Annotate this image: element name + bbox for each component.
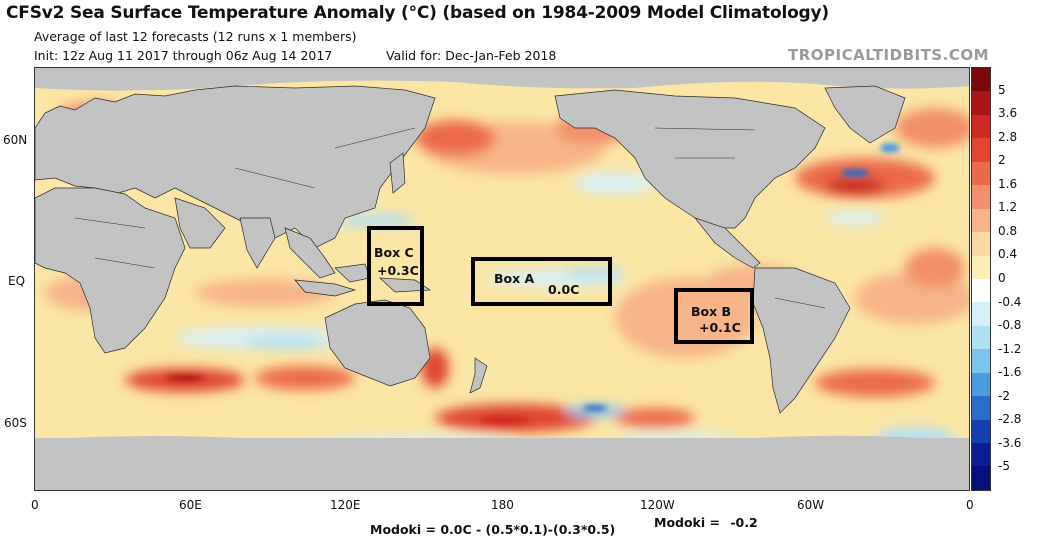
eurasia-land <box>35 85 436 249</box>
new-guinea-land <box>379 277 432 293</box>
init-time: Init: 12z Aug 11 2017 through 06z Aug 14… <box>34 48 333 63</box>
colorbar-segment <box>972 419 990 443</box>
africa-land <box>35 187 186 354</box>
colorbar-segment <box>972 302 990 326</box>
box-c-name: Box C <box>374 245 414 260</box>
lat-label-60n: 60N <box>3 133 28 147</box>
south-america-land <box>752 267 851 414</box>
colorbar-segment <box>972 138 990 162</box>
colorbar-segment <box>972 232 990 256</box>
map-title: CFSv2 Sea Surface Temperature Anomaly (°… <box>6 3 829 23</box>
arctic-land <box>35 68 969 91</box>
southeast-asia-land <box>284 227 336 279</box>
lat-label-eq: EQ <box>8 274 26 288</box>
colorbar-tick-label: -2.8 <box>998 412 1022 427</box>
box-a-frame <box>471 257 612 306</box>
colorbar-segment <box>972 466 990 490</box>
map-subtitle: Average of last 12 forecasts (12 runs x … <box>34 29 357 44</box>
colorbar-segment <box>972 372 990 397</box>
watermark: TROPICALTIDBITS.COM <box>788 46 989 64</box>
box-c-value: +0.3C <box>377 263 419 278</box>
central-america-land <box>693 217 761 269</box>
colorbar-tick-label: -2 <box>998 388 1010 403</box>
greenland-land <box>824 85 906 144</box>
new-zealand-land <box>469 357 488 394</box>
lon-label-0-right: 0 <box>966 498 974 512</box>
box-c-frame <box>367 226 424 306</box>
box-b-frame <box>674 288 754 344</box>
modoki-result-label: Modoki = <box>654 515 720 530</box>
colorbar-tick-label: 2 <box>998 153 1006 168</box>
arabia-land <box>174 197 226 249</box>
colorbar-segment <box>972 443 990 467</box>
colorbar-tick-label: 0.8 <box>998 223 1018 238</box>
colorbar-tick-label: 0 <box>998 271 1006 285</box>
lon-label-60e: 60E <box>179 498 202 512</box>
colorbar-tick-label: 5 <box>998 82 1006 97</box>
colorbar-tick-label: 0.4 <box>998 247 1018 262</box>
colorbar-tick-label: 1.6 <box>998 176 1018 191</box>
colorbar-tick-label: -0.4 <box>998 294 1022 309</box>
colorbar-segment <box>972 185 990 209</box>
lat-label-60s: 60S <box>4 416 27 430</box>
valid-period: Valid for: Dec-Jan-Feb 2018 <box>386 48 557 63</box>
colorbar-tick-label: -1.6 <box>998 365 1022 380</box>
box-b-value: +0.1C <box>699 320 741 335</box>
north-america-land <box>554 89 826 229</box>
box-a-name: Box A <box>494 271 535 286</box>
map-canvas <box>35 68 969 490</box>
colorbar-tick-label: 2.8 <box>998 129 1018 144</box>
modoki-result: Modoki = -0.2 <box>654 515 758 530</box>
colorbar-tick-label: -5 <box>998 459 1010 474</box>
colorbar-segment <box>972 91 990 115</box>
lon-label-120w: 120W <box>640 498 675 512</box>
colorbar <box>971 67 991 491</box>
sst-anomaly-map <box>34 67 970 491</box>
lon-label-120e: 120E <box>330 498 361 512</box>
colorbar-segment <box>972 208 990 233</box>
colorbar-segment <box>972 68 990 92</box>
colorbar-tick-label: -1.2 <box>998 341 1022 356</box>
colorbar-segment <box>972 161 990 186</box>
colorbar-segment <box>972 396 990 420</box>
australia-land <box>324 299 431 387</box>
colorbar-segment <box>972 325 990 350</box>
box-b-name: Box B <box>691 304 732 319</box>
colorbar-tick-label: -3.6 <box>998 435 1022 450</box>
modoki-formula: Modoki = 0.0C - (0.5*0.1)-(0.3*0.5) <box>370 522 616 537</box>
colorbar-tick-label: -0.8 <box>998 318 1022 333</box>
india-land <box>239 217 276 269</box>
colorbar-tick-label: 1.2 <box>998 200 1018 215</box>
lon-label-180: 180 <box>491 498 514 512</box>
colorbar-segment <box>972 349 990 373</box>
colorbar-segment <box>972 114 990 139</box>
box-a-value: 0.0C <box>548 282 580 297</box>
colorbar-segment <box>972 255 990 279</box>
japan-land <box>389 152 406 194</box>
colorbar-tick-label: 3.6 <box>998 106 1018 121</box>
colorbar-segment <box>972 278 990 303</box>
lon-label-0: 0 <box>31 498 39 512</box>
modoki-result-value: -0.2 <box>730 515 758 530</box>
lon-label-60w: 60W <box>797 498 825 512</box>
continents <box>35 85 906 414</box>
